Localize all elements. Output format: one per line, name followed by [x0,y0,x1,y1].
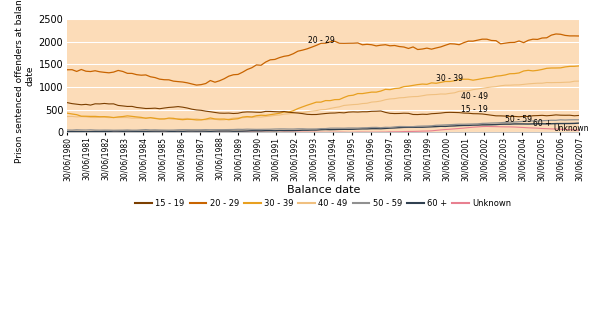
40 - 49 [414,95,421,98]
20 - 29 [465,39,472,43]
Text: 20 - 29: 20 - 29 [308,36,335,45]
50 - 59 [110,128,117,132]
15 - 19 [350,110,357,114]
60 + [354,127,361,131]
60 + [575,121,582,125]
20 - 29 [248,66,256,70]
30 - 39 [414,83,421,86]
40 - 49 [354,103,361,106]
15 - 19 [64,101,71,104]
Text: 60 +: 60 + [533,119,551,128]
Unknown [483,125,490,128]
Text: 40 - 49: 40 - 49 [461,92,488,101]
15 - 19 [516,115,523,119]
60 + [82,130,90,134]
Line: 60 +: 60 + [67,123,579,132]
60 + [248,129,256,133]
Unknown [244,130,251,134]
Unknown [465,126,472,130]
20 - 29 [414,48,421,51]
Line: Unknown: Unknown [67,126,579,132]
30 - 39 [248,115,256,119]
50 - 59 [354,126,361,130]
Text: 15 - 19: 15 - 19 [461,105,488,114]
50 - 59 [414,124,421,128]
Unknown [437,128,444,132]
20 - 29 [193,83,200,87]
30 - 39 [575,64,582,68]
15 - 19 [244,110,251,114]
Line: 40 - 49: 40 - 49 [67,81,579,120]
50 - 59 [562,118,569,122]
30 - 39 [562,65,569,69]
40 - 49 [437,92,444,96]
Text: 50 - 59: 50 - 59 [505,115,532,124]
Y-axis label: Prison sentenced offenders at balance
date: Prison sentenced offenders at balance da… [15,0,35,163]
Line: 20 - 29: 20 - 29 [67,34,579,85]
20 - 29 [566,34,573,38]
20 - 29 [552,32,559,36]
60 + [64,130,71,134]
Unknown [64,130,71,134]
40 - 49 [216,118,223,122]
30 - 39 [465,78,472,81]
40 - 49 [248,116,256,119]
Unknown [575,128,582,132]
15 - 19 [460,111,467,115]
Unknown [354,130,361,134]
Line: 15 - 19: 15 - 19 [67,103,579,117]
50 - 59 [64,128,71,132]
60 + [562,122,569,125]
60 + [437,124,444,128]
15 - 19 [433,112,440,115]
40 - 49 [465,89,472,93]
40 - 49 [575,79,582,83]
Unknown [566,128,573,131]
30 - 39 [64,111,71,115]
X-axis label: Balance date: Balance date [287,185,360,195]
20 - 29 [437,45,444,49]
30 - 39 [437,81,444,84]
Line: 50 - 59: 50 - 59 [67,120,579,130]
20 - 29 [575,34,582,38]
Line: 30 - 39: 30 - 39 [67,66,579,120]
20 - 29 [64,68,71,72]
50 - 59 [248,127,256,131]
30 - 39 [193,118,200,122]
60 + [465,124,472,127]
40 - 49 [562,80,569,84]
50 - 59 [437,123,444,127]
15 - 19 [575,113,582,117]
15 - 19 [562,113,569,117]
30 - 39 [354,92,361,95]
50 - 59 [575,118,582,122]
Unknown [414,129,421,133]
15 - 19 [410,113,417,116]
Text: Unknown: Unknown [553,124,589,133]
60 + [414,125,421,129]
50 - 59 [465,122,472,126]
40 - 49 [64,115,71,118]
20 - 29 [354,41,361,45]
Legend: 15 - 19, 20 - 29, 30 - 39, 40 - 49, 50 - 59, 60 +, Unknown: 15 - 19, 20 - 29, 30 - 39, 40 - 49, 50 -… [132,196,514,211]
Text: 30 - 39: 30 - 39 [436,74,463,83]
Unknown [271,131,279,134]
